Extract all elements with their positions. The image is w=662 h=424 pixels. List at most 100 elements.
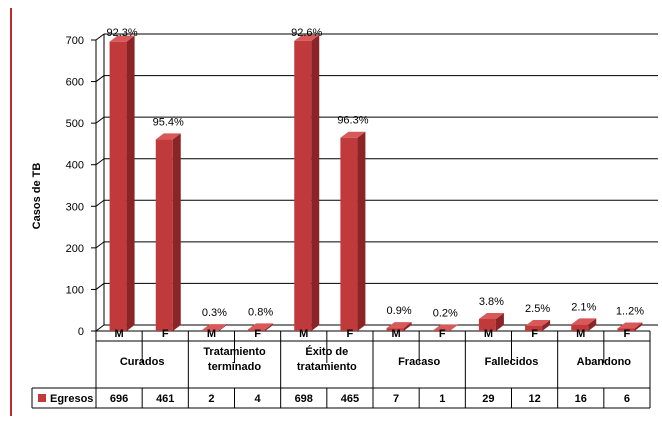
bar-front	[248, 329, 266, 331]
bar-front	[294, 40, 312, 332]
data-label: 1..2%	[616, 306, 644, 318]
bar-top	[432, 324, 458, 331]
x-sub-label: F	[254, 328, 261, 340]
x-sub-label: F	[347, 328, 354, 340]
x-sub-label: F	[439, 328, 446, 340]
bar-side	[265, 323, 274, 331]
gridline-depth	[95, 158, 105, 166]
bar	[478, 312, 504, 331]
gridline-depth	[95, 33, 105, 41]
table-value: 29	[482, 393, 494, 405]
x-group-label: tratamiento	[297, 361, 357, 373]
x-group-label: Abandono	[577, 356, 632, 368]
x-group-label: Éxito de	[305, 345, 348, 358]
x-group-label: Curados	[120, 356, 165, 368]
bar-top	[201, 324, 227, 331]
x-sub-label: F	[531, 328, 538, 340]
bar-front	[525, 326, 543, 331]
x-sub-label: M	[114, 328, 123, 340]
bar-side	[357, 131, 366, 331]
table-value: 7	[393, 393, 399, 405]
data-label: 0.9%	[387, 305, 412, 317]
data-label: 95.4%	[153, 116, 184, 128]
legend-label: Egresos	[50, 393, 93, 405]
bar-top	[294, 34, 320, 41]
x-group-label: Tratamiento	[203, 346, 266, 358]
bar-top	[109, 35, 135, 42]
x-sub-label: M	[576, 328, 585, 340]
bar-front	[571, 324, 589, 331]
data-labels: 92.3% 95.4% 0.3% 0.8% 92.6% 96.3% 0.9% 0.2% 3.8%…	[106, 27, 644, 320]
bar-side	[588, 318, 597, 331]
table-value: 1	[439, 393, 445, 405]
table-value: 698	[295, 393, 313, 405]
x-sub-label: M	[391, 328, 400, 340]
bar-side	[542, 320, 551, 331]
table-value: 16	[575, 393, 587, 405]
data-label: 2.5%	[525, 303, 550, 315]
gridlines	[95, 33, 658, 332]
y-tick-label: 100	[66, 284, 84, 296]
gridline-depth	[95, 283, 105, 290]
x-group-label: Fallecidos	[485, 356, 539, 368]
y-tick-label: 300	[66, 201, 84, 213]
bar-side	[495, 312, 504, 331]
gridline-depth	[95, 116, 105, 124]
bar	[386, 322, 412, 331]
gridline-depth	[95, 199, 105, 207]
x-sub-label: F	[162, 328, 169, 340]
data-label: 3.8%	[479, 296, 504, 308]
table-value: 465	[341, 393, 359, 405]
data-label: 92.6%	[291, 27, 322, 39]
table-value: 2	[208, 393, 214, 405]
bar-front	[155, 139, 173, 331]
bar-top	[525, 320, 551, 327]
bar-side	[218, 324, 227, 331]
data-label: 0.8%	[248, 306, 273, 318]
bar-top	[386, 322, 412, 329]
bar-front	[478, 318, 496, 331]
bar	[109, 35, 135, 332]
x-sub-label: M	[207, 328, 216, 340]
gridline-depth	[95, 324, 105, 332]
y-tick-label: 500	[66, 118, 84, 130]
gridline-depth	[95, 75, 105, 82]
bar-front	[340, 137, 358, 331]
legend-swatch	[38, 394, 46, 402]
bar	[155, 133, 181, 331]
data-table: M F M F M F M F M F M F Curados Tratamiento terminado É…	[31, 328, 651, 409]
bar-side	[311, 34, 320, 332]
bar-top	[155, 133, 181, 140]
gridline-depth	[95, 241, 105, 249]
table-value: 461	[156, 393, 174, 405]
bar-top	[571, 318, 597, 325]
y-tick-label: 400	[66, 160, 84, 172]
bar-top	[478, 312, 504, 319]
data-label: 2.1%	[571, 301, 596, 313]
bar	[432, 324, 458, 331]
table-value: 12	[528, 393, 540, 405]
bar-side	[126, 35, 135, 332]
bar-front	[617, 328, 635, 331]
bar	[571, 318, 597, 331]
data-label: 0.3%	[202, 307, 227, 319]
x-group-label: Fracaso	[398, 356, 440, 368]
bar-top	[340, 131, 366, 138]
data-label: 92.3%	[106, 27, 137, 39]
y-tick-label: 700	[66, 35, 84, 47]
bar-front	[109, 41, 127, 332]
y-tick-label: 0	[78, 326, 84, 338]
bar-side	[172, 133, 181, 331]
x-group-label: terminado	[208, 361, 261, 373]
y-tick-label: 600	[66, 77, 84, 89]
bar	[294, 34, 320, 332]
bar	[617, 322, 643, 331]
bar	[525, 320, 551, 331]
bar-top	[617, 322, 643, 329]
bar-side	[634, 322, 643, 331]
bar-front	[386, 328, 404, 331]
y-axis-title: Casos de TB	[31, 163, 43, 230]
bar-side	[403, 322, 412, 331]
x-sub-label: M	[484, 328, 493, 340]
